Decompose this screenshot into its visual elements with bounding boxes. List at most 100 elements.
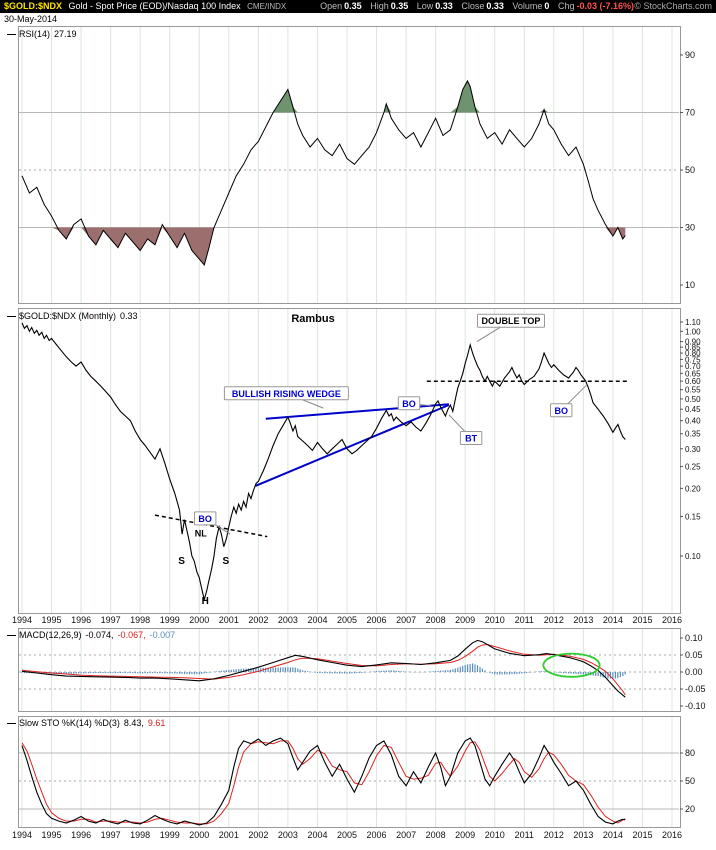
svg-text:0.50: 0.50 [685,395,701,404]
svg-text:50: 50 [685,776,695,786]
year-label-1997: 1997 [100,615,121,625]
callout-bo [550,403,573,418]
sto-k-value: 8.43, [123,718,144,728]
callout-bt [459,431,483,445]
svg-text:0.20: 0.20 [685,484,701,493]
close-label: Close [461,1,485,11]
price-legend-dash [7,316,16,317]
svg-text:0.25: 0.25 [685,463,701,472]
wedge-lower-line [255,404,450,487]
svg-text:1.00: 1.00 [685,327,701,336]
svg-text:10: 10 [685,280,695,290]
year-label-2012: 2012 [543,615,564,625]
high-label: High [370,1,389,11]
svg-text:0.00: 0.00 [685,667,703,677]
svg-text:0.90: 0.90 [685,338,701,347]
year-label-2004: 2004 [307,830,328,840]
price-year-gridlines [21,309,673,613]
year-label-2000: 2000 [189,615,210,625]
year-label-2001: 2001 [218,615,239,625]
neckline-dashed [154,514,268,538]
sto-legend-dash [7,723,16,724]
year-label-2014: 2014 [602,830,623,840]
svg-text:70: 70 [685,108,695,118]
year-label-1995: 1995 [41,830,62,840]
macd-histogram [21,663,626,679]
svg-text:0.70: 0.70 [685,362,701,371]
year-label-2005: 2005 [336,830,358,840]
copyright: © StockCharts.com [634,1,712,11]
svg-text:1.10: 1.10 [685,318,701,327]
sto-d-value: 9.61 [147,718,166,728]
date-row: 30-May-2014 [0,13,716,26]
year-label-2011: 2011 [514,830,534,840]
slow-sto-yaxis: 80 50 20 [19,748,695,814]
year-label-2003: 2003 [277,830,298,840]
callout-double-top [477,313,545,328]
price-value: 0.33 [120,311,138,321]
svg-text:90: 90 [685,50,695,60]
svg-text:30: 30 [685,223,695,233]
macd-signal-line [21,643,626,696]
year-label-2007: 2007 [396,615,417,625]
annotation-h: H [202,596,209,607]
volume-label: Volume [512,1,543,11]
year-label-2005: 2005 [336,615,358,625]
rsi-year-gridlines [21,27,673,303]
macd-value: -0.074, [85,630,114,640]
svg-text:BO: BO [402,399,416,409]
year-label-2014: 2014 [602,615,623,625]
year-label-2009: 2009 [455,615,476,625]
year-label-2006: 2006 [366,615,387,625]
sto-label-text: Slow STO %K(14) %D(3) [19,718,120,728]
svg-text:0.75: 0.75 [685,355,701,364]
slow-sto-panel: 80 50 20 [18,716,695,828]
year-label-1999: 1999 [159,830,180,840]
svg-text:0.60: 0.60 [685,377,701,386]
svg-text:0.15: 0.15 [685,512,701,521]
svg-text:0.35: 0.35 [685,430,701,439]
svg-text:0.55: 0.55 [685,386,701,395]
year-label-1997: 1997 [100,830,121,840]
rsi-value: 27.19 [54,29,77,39]
annotation-rambus: Rambus [291,313,334,325]
high-value: 0.35 [390,1,409,11]
macd-legend-dash [7,635,16,636]
macd-label: MACD(12,26,9) -0.074, -0.067, -0.007 [7,630,175,640]
header-exchange: CME/INDX [247,2,287,11]
annotation-nl: NL [195,529,207,539]
sto-k-line [21,737,626,826]
year-label-1994: 1994 [11,830,33,840]
svg-text:BT: BT [465,434,477,444]
year-label-2006: 2006 [366,830,387,840]
rsi-label: RSI(14) 27.19 [7,29,77,39]
macd-year-gridlines [21,629,673,711]
year-label-2015: 2015 [632,615,653,625]
annotation-s: S [178,556,185,567]
year-label-2008: 2008 [425,830,446,840]
open-label: Open [320,1,343,11]
price-label: $GOLD:$NDX (Monthly) 0.33 [7,311,138,321]
year-label-2008: 2008 [425,615,446,625]
svg-text:BULLISH RISING WEDGE: BULLISH RISING WEDGE [232,389,341,399]
year-label-2004: 2004 [307,615,328,625]
svg-text:DOUBLE TOP: DOUBLE TOP [482,316,541,326]
macd-line [21,639,626,698]
svg-text:0.85: 0.85 [685,343,701,352]
rsi-line [21,79,626,266]
macd-signal-value: -0.067, [117,630,146,640]
open-value: 0.35 [344,1,362,11]
price-line [21,322,626,600]
svg-text:50: 50 [685,165,695,175]
year-label-2003: 2003 [277,615,298,625]
year-label-2015: 2015 [632,830,653,840]
year-label-1996: 1996 [71,615,92,625]
header-symbol: $GOLD:$NDX [4,1,63,11]
year-label-2002: 2002 [248,615,269,625]
header-left: $GOLD:$NDX Gold - Spot Price (EOD)/Nasda… [4,0,286,13]
sto-label: Slow STO %K(14) %D(3) 8.43, 9.61 [7,718,165,728]
svg-text:0.80: 0.80 [685,349,701,358]
svg-text:0.10: 0.10 [685,633,703,643]
quote-strip: Open 0.35 High 0.35 Low 0.33 Close 0.33 Volu… [314,0,634,13]
